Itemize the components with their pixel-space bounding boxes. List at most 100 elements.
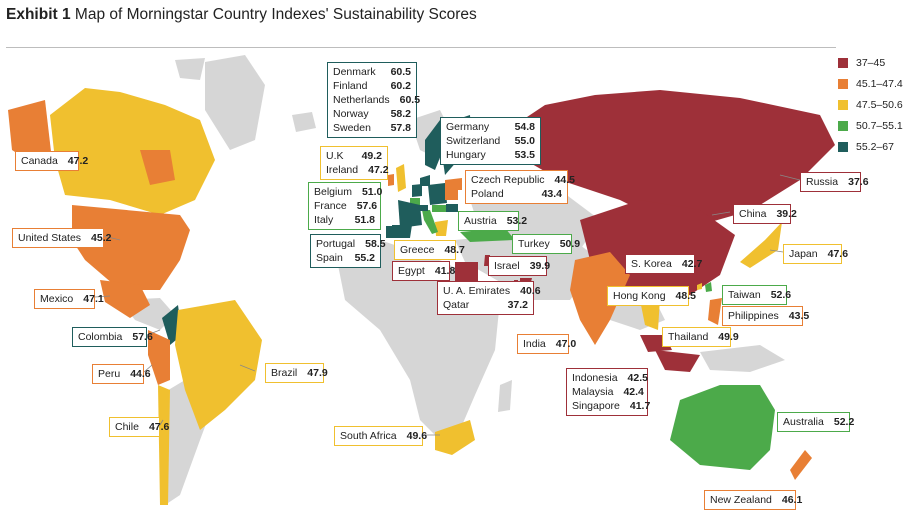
country-name: Poland	[471, 188, 504, 200]
country-score: 47.6	[148, 421, 170, 433]
label-taiwan: Taiwan 52.6	[722, 285, 791, 305]
label-chile: Chile 47.6	[109, 417, 169, 437]
country-thailand	[640, 298, 660, 330]
label-austria: Austria 53.2	[458, 211, 527, 231]
country-name: Singapore	[572, 400, 620, 412]
country-name: Austria	[464, 215, 497, 227]
country-score: 43.4	[541, 188, 562, 200]
country-name: U.K	[326, 150, 344, 162]
label-us: United States 45.2	[12, 228, 111, 248]
country-australia	[670, 385, 775, 470]
country-name: Finland	[333, 80, 368, 92]
country-name: Hungary	[446, 149, 486, 161]
label-japan: Japan 47.6	[783, 244, 848, 264]
exhibit-label: Exhibit 1	[6, 6, 71, 23]
legend-swatch	[838, 57, 848, 68]
country-taiwan	[705, 282, 712, 292]
label-australia: Australia 52.2	[777, 412, 854, 432]
country-score: 58.5	[365, 238, 386, 250]
country-name: Netherlands	[333, 94, 390, 106]
chart-title: Exhibit 1 Map of Morningstar Country Ind…	[6, 6, 477, 24]
country-score: 48.7	[444, 244, 465, 256]
country-japan	[740, 222, 782, 268]
country-name: Turkey	[518, 238, 550, 250]
country-score: 54.8	[514, 121, 535, 133]
country-mexico	[100, 280, 150, 318]
country-name: Spain	[316, 252, 343, 264]
country-score: 57.6	[132, 331, 153, 343]
country-spain	[392, 225, 412, 238]
country-name: United States	[18, 232, 82, 244]
legend-label: 45.1–47.4	[856, 77, 903, 90]
legend-swatch	[838, 141, 848, 152]
country-name: Indonesia	[572, 372, 618, 384]
country-score: 47.2	[368, 164, 389, 176]
country-score: 57.6	[356, 200, 378, 212]
country-name: New Zealand	[710, 494, 772, 506]
title-rule	[6, 47, 836, 48]
country-score: 55.2	[354, 252, 375, 264]
land-png	[700, 345, 785, 372]
land-arctic-islands	[175, 58, 205, 80]
country-philippines	[708, 298, 722, 325]
leader-line	[143, 364, 153, 373]
country-indonesia	[655, 350, 700, 372]
label-colombia: Colombia 57.6	[72, 327, 153, 347]
country-name: U. A. Emirates	[443, 285, 511, 297]
country-name: Portugal	[316, 238, 356, 250]
country-turkey	[460, 228, 515, 242]
country-name: Qatar	[443, 299, 470, 311]
country-germany	[428, 183, 447, 205]
country-score: 44.5	[554, 174, 575, 186]
label-egypt: Egypt 41.8	[392, 261, 455, 281]
country-austria	[432, 205, 446, 212]
label-thailand: Thailand 49.9	[662, 327, 739, 347]
leader-line	[239, 364, 256, 372]
legend-swatch	[838, 120, 848, 131]
country-score: 42.7	[681, 258, 703, 270]
label-asean: Indonesia 42.5 Malaysia 42.4 Singapore 41.7	[566, 368, 651, 416]
country-score: 47.2	[67, 155, 89, 167]
label-india: India 47.0	[517, 334, 576, 354]
country-score: 60.5	[390, 66, 411, 78]
country-score: 41.7	[629, 400, 651, 412]
country-name: Norway	[333, 108, 369, 120]
country-name: Ireland	[326, 164, 359, 176]
country-russia	[515, 90, 835, 225]
legend: 37–45 45.1–47.4 47.5–50.6 50.7–55.1 55.2…	[838, 52, 915, 157]
country-name: Switzerland	[446, 135, 501, 147]
country-name: Chile	[115, 421, 139, 433]
country-italy	[422, 210, 438, 234]
country-name: Peru	[98, 368, 121, 380]
country-score: 60.2	[390, 80, 411, 92]
country-name: Czech Republic	[471, 174, 545, 186]
label-greece: Greece 48.7	[394, 240, 465, 260]
legend-label: 55.2–67	[856, 140, 894, 153]
country-name: Israel	[494, 260, 520, 272]
country-name: Denmark	[333, 66, 376, 78]
country-brazil	[175, 300, 262, 430]
country-name: Philippines	[728, 310, 779, 322]
colored-countries	[8, 88, 835, 505]
country-score: 48.5	[675, 290, 696, 302]
country-india	[570, 252, 630, 345]
country-name: Mexico	[40, 293, 74, 305]
label-iberia: Portugal 58.5 Spain 55.2	[310, 234, 386, 268]
country-name: Brazil	[271, 367, 298, 379]
country-switzerland	[420, 205, 428, 211]
legend-label: 50.7–55.1	[856, 119, 903, 132]
land-madagascar	[498, 380, 512, 412]
country-score: 51.0	[361, 186, 383, 198]
country-name: Malaysia	[572, 386, 614, 398]
country-portugal	[386, 226, 392, 238]
country-score: 49.6	[406, 430, 428, 442]
leader-line	[159, 419, 164, 426]
country-name: India	[523, 338, 546, 350]
country-southafrica	[435, 420, 475, 455]
label-czech-poland: Czech Republic 44.5 Poland 43.4	[465, 170, 575, 204]
country-score: 42.5	[627, 372, 648, 384]
country-score: 42.4	[623, 386, 644, 398]
country-name: Canada	[21, 155, 58, 167]
country-newzealand	[790, 450, 812, 480]
